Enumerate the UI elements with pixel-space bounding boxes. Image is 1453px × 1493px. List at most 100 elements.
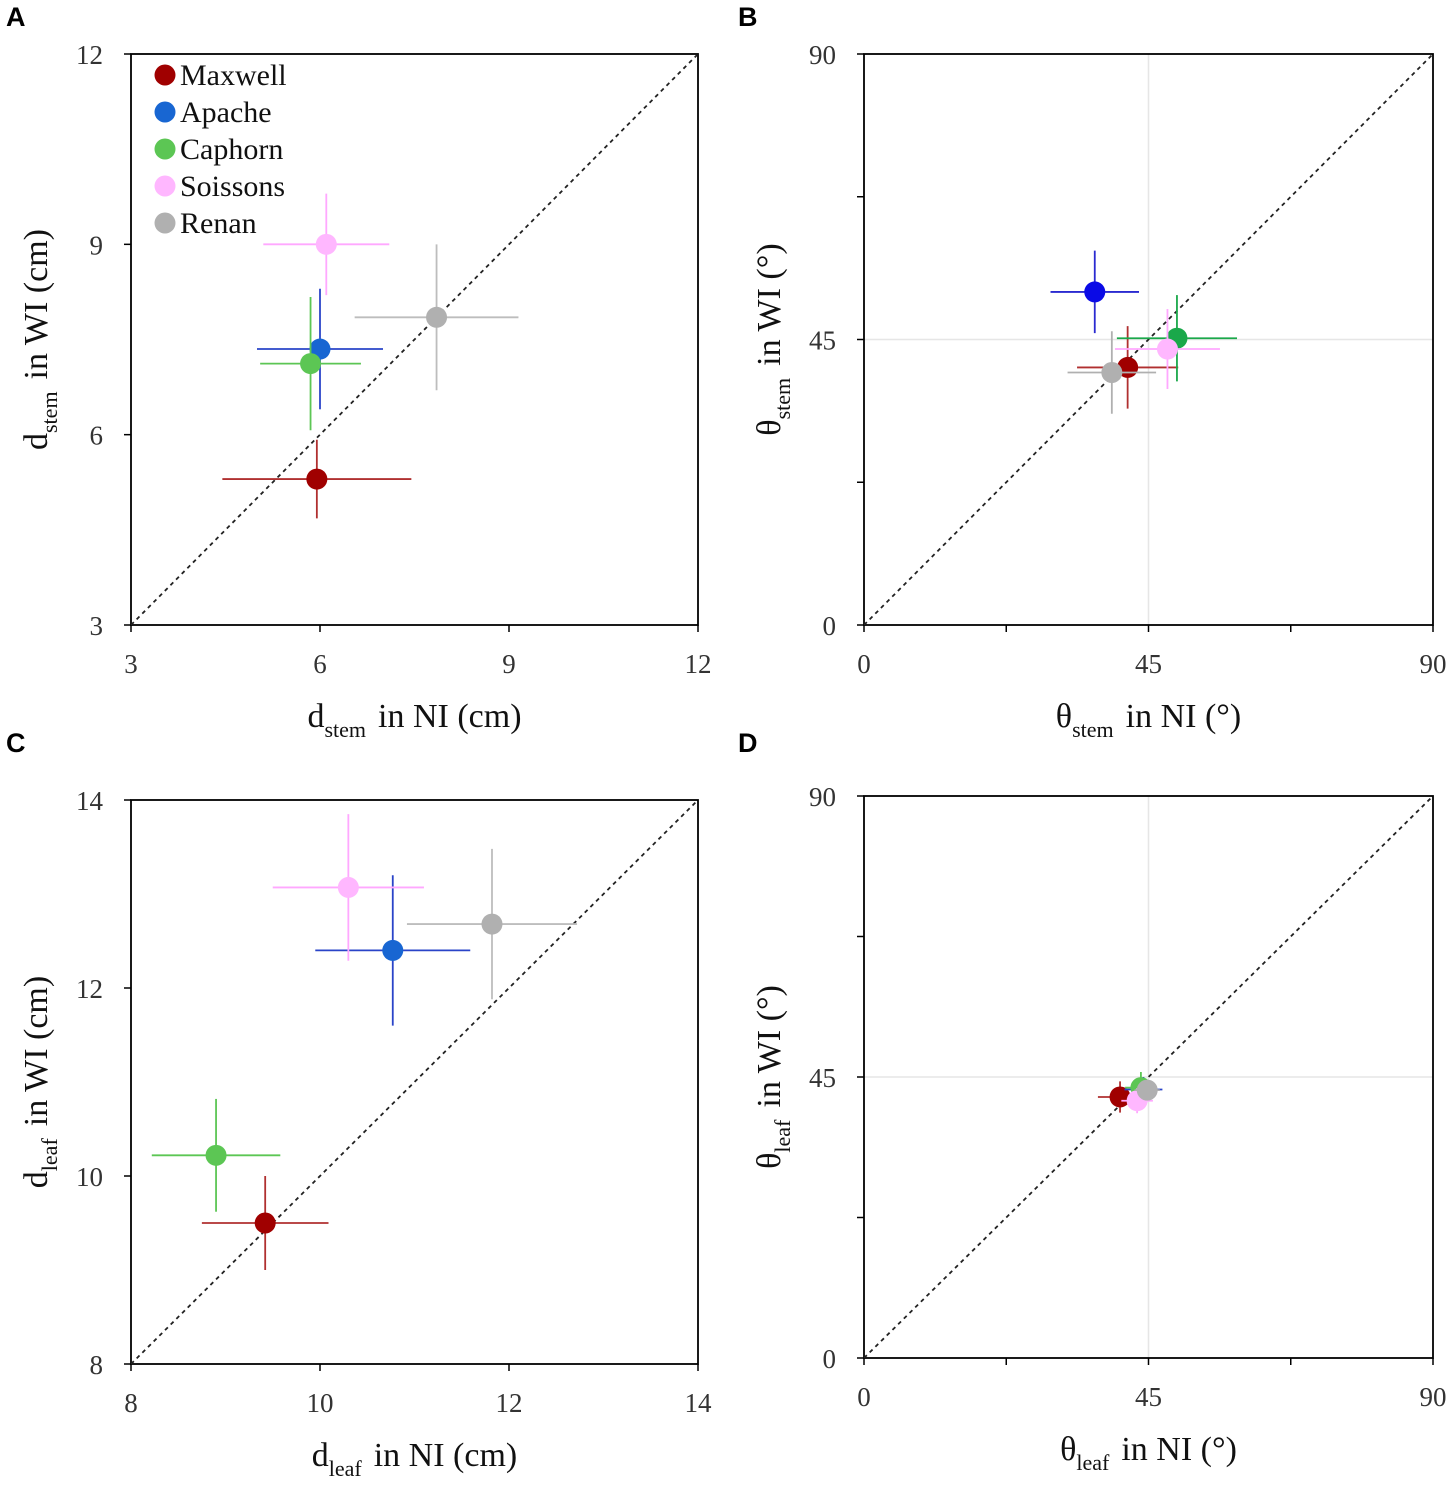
y-axis-label: dleaf in WI (cm) bbox=[18, 976, 62, 1188]
y-tick-label: 3 bbox=[90, 611, 104, 641]
y-tick-label: 12 bbox=[76, 974, 103, 1004]
point-group-apache bbox=[315, 875, 471, 1026]
x-tick-label: 3 bbox=[124, 649, 138, 679]
x-axis-label: dleaf in NI (cm) bbox=[312, 1437, 517, 1481]
x-tick-label: 12 bbox=[685, 649, 712, 679]
x-tick-label: 0 bbox=[857, 1382, 871, 1412]
data-point-caphorn bbox=[300, 353, 322, 375]
y-tick-label: 45 bbox=[809, 1063, 836, 1093]
legend-marker-caphorn bbox=[154, 138, 176, 160]
x-tick-label: 14 bbox=[685, 1388, 713, 1418]
panel-letter-c: C bbox=[6, 728, 26, 758]
point-group-renan bbox=[406, 848, 578, 1000]
x-tick-label: 90 bbox=[1420, 649, 1447, 679]
x-axis-label-symbol: d bbox=[307, 698, 324, 735]
panel-letter-b: B bbox=[738, 2, 758, 32]
x-axis-label-text: in NI (°) bbox=[1126, 698, 1242, 735]
identity-line bbox=[863, 53, 1434, 626]
point-group-renan bbox=[1067, 331, 1157, 414]
data-point-soissons bbox=[337, 876, 359, 898]
x-tick-label: 45 bbox=[1135, 649, 1162, 679]
x-axis-label-text: in NI (cm) bbox=[374, 1437, 518, 1474]
x-axis-label-text: in NI (cm) bbox=[378, 698, 522, 735]
x-tick-label: 8 bbox=[124, 1388, 138, 1418]
panel-letter-a: A bbox=[6, 2, 26, 32]
y-tick-label: 90 bbox=[809, 40, 836, 70]
point-group-caphorn bbox=[260, 296, 361, 431]
point-group-renan bbox=[354, 244, 519, 391]
y-tick-label: 45 bbox=[809, 326, 836, 356]
plot-frame bbox=[130, 53, 699, 626]
data-point-maxwell bbox=[254, 1212, 276, 1234]
data-point-renan bbox=[481, 913, 503, 935]
point-group-renan bbox=[1134, 1079, 1160, 1101]
y-tick-label: 6 bbox=[90, 421, 104, 451]
legend-marker-soissons bbox=[154, 175, 176, 197]
x-axis-label: θleaf in NI (°) bbox=[1060, 1431, 1237, 1475]
y-tick-label: 90 bbox=[809, 782, 836, 812]
x-tick-label: 9 bbox=[502, 649, 516, 679]
x-axis-label: θstem in NI (°) bbox=[1056, 698, 1241, 742]
x-axis-label: dstem in NI (cm) bbox=[307, 698, 521, 742]
y-tick-label: 10 bbox=[76, 1162, 103, 1192]
x-tick-label: 12 bbox=[496, 1388, 523, 1418]
x-axis-label-subscript: stem bbox=[1072, 717, 1114, 742]
x-axis-label-symbol: θ bbox=[1060, 1431, 1076, 1468]
y-axis-label-text: in WI (°) bbox=[751, 243, 788, 366]
y-axis-label-text: in WI (°) bbox=[751, 985, 788, 1108]
y-tick-label: 14 bbox=[76, 786, 104, 816]
plot-frame bbox=[130, 799, 699, 1365]
y-tick-label: 0 bbox=[823, 1344, 837, 1374]
data-point-renan bbox=[1136, 1079, 1158, 1101]
x-tick-label: 45 bbox=[1135, 1382, 1162, 1412]
x-axis-label-symbol: θ bbox=[1056, 698, 1072, 735]
x-tick-label: 0 bbox=[857, 649, 871, 679]
y-axis-label-subscript: stem bbox=[37, 391, 62, 433]
x-tick-label: 10 bbox=[307, 1388, 334, 1418]
x-axis-label-subscript: leaf bbox=[329, 1456, 363, 1481]
data-point-renan bbox=[426, 306, 448, 328]
y-tick-label: 12 bbox=[76, 40, 103, 70]
point-group-maxwell bbox=[222, 439, 412, 519]
y-axis-label: θstem in WI (°) bbox=[751, 243, 795, 435]
legend-marker-renan bbox=[154, 212, 176, 234]
identity-line bbox=[130, 799, 699, 1365]
y-axis-label-subscript: leaf bbox=[37, 1138, 62, 1172]
x-axis-label-subscript: leaf bbox=[1076, 1450, 1110, 1475]
data-point-maxwell bbox=[1109, 1086, 1131, 1108]
legend-label-maxwell: Maxwell bbox=[180, 59, 287, 92]
point-group-maxwell bbox=[201, 1176, 329, 1270]
data-point-apache bbox=[382, 939, 404, 961]
y-axis-label-symbol: θ bbox=[751, 1153, 788, 1169]
y-axis-label-symbol: θ bbox=[751, 419, 788, 435]
data-point-renan bbox=[1101, 361, 1123, 383]
legend-marker-apache bbox=[154, 101, 176, 123]
panel-letter-d: D bbox=[738, 728, 758, 758]
legend-label-soissons: Soissons bbox=[180, 170, 285, 203]
data-point-apache bbox=[1084, 281, 1106, 303]
y-axis-label: θleaf in WI (°) bbox=[751, 985, 795, 1169]
y-axis-label-subscript: stem bbox=[770, 378, 795, 420]
y-axis-label-text: in WI (cm) bbox=[18, 229, 55, 379]
y-axis-label-text: in WI (cm) bbox=[18, 976, 55, 1126]
legend: Maxwell Apache Caphorn Soissons Renan bbox=[154, 59, 287, 240]
point-group-soissons bbox=[263, 193, 390, 296]
x-tick-label: 90 bbox=[1420, 1382, 1447, 1412]
x-axis-label-subscript: stem bbox=[324, 717, 366, 742]
point-group-apache bbox=[1050, 250, 1140, 334]
y-tick-label: 8 bbox=[90, 1350, 104, 1380]
identity-line bbox=[863, 795, 1434, 1359]
data-point-soissons bbox=[1156, 338, 1178, 360]
data-point-soissons bbox=[315, 233, 337, 255]
x-axis-label-symbol: d bbox=[312, 1437, 329, 1474]
identity-line bbox=[130, 53, 699, 626]
legend-marker-maxwell bbox=[154, 64, 176, 86]
y-axis-label-symbol: d bbox=[18, 433, 55, 450]
y-tick-label: 9 bbox=[90, 230, 104, 260]
legend-label-caphorn: Caphorn bbox=[180, 133, 283, 166]
